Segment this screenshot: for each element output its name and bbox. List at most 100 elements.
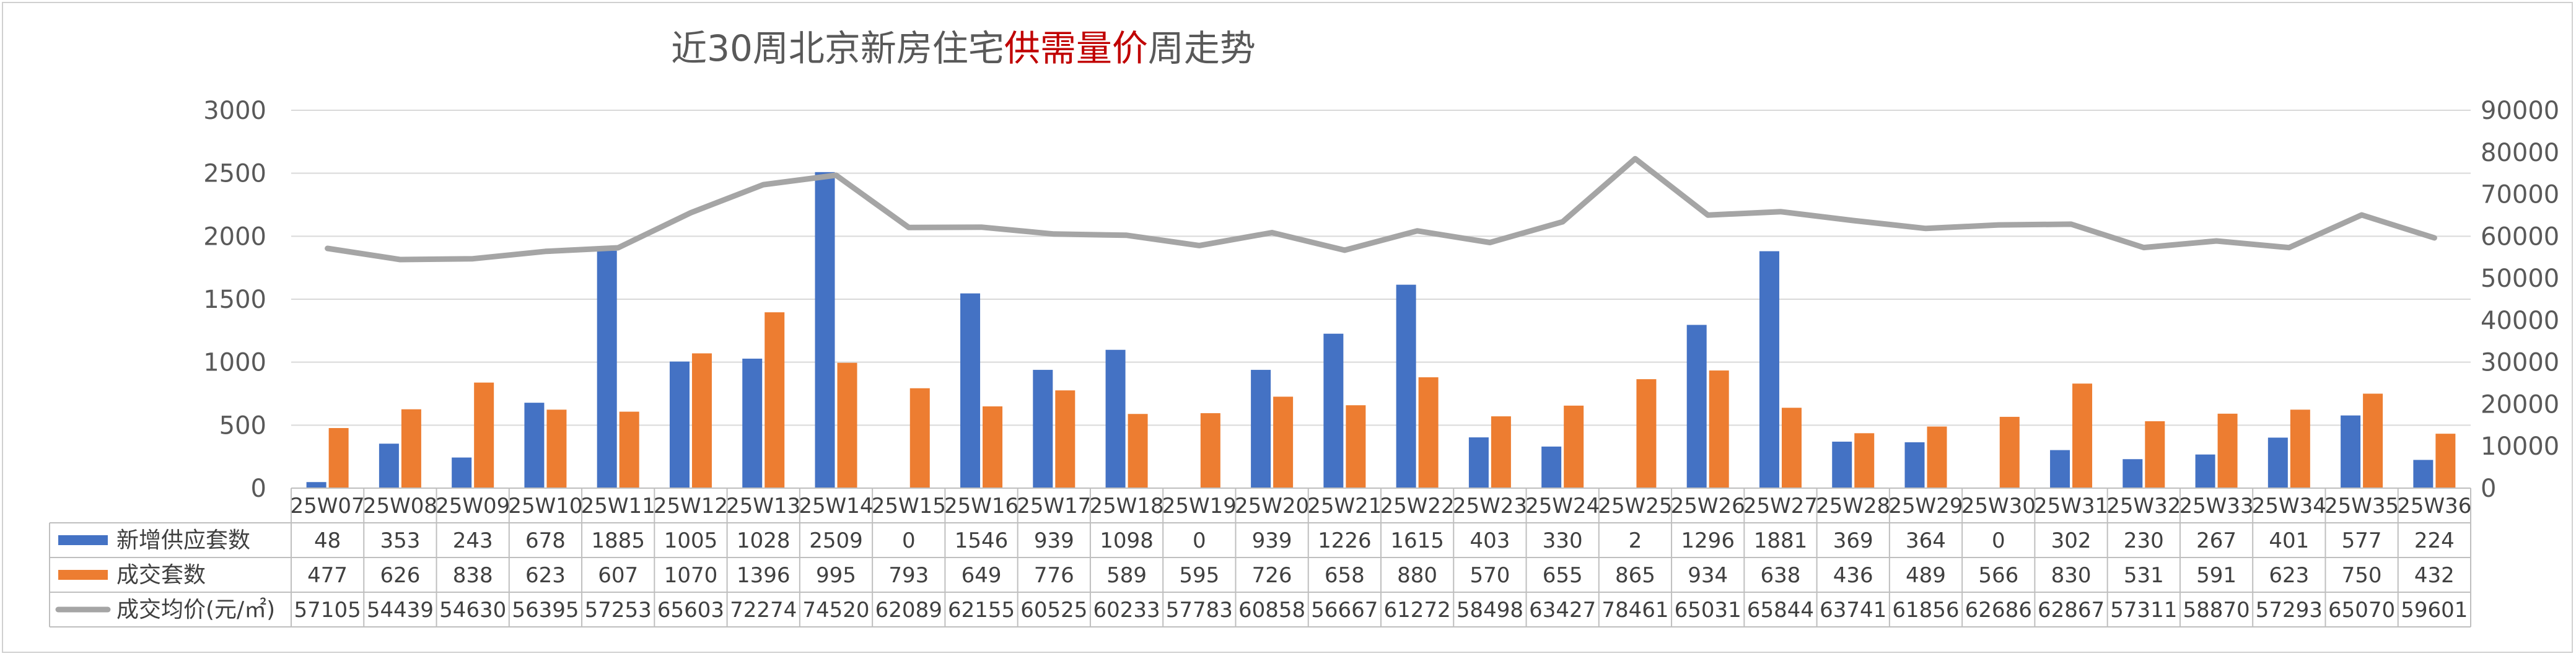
table-cell: 658 [1325,563,1365,588]
supply-bar [1468,437,1489,488]
table-cell: 0 [902,528,916,553]
table-cell: 793 [888,563,929,588]
supply-bar [1904,442,1925,488]
table-cell: 591 [2196,563,2236,588]
transaction-bar [474,382,494,488]
table-cell: 1070 [664,563,718,588]
table-cell: 57105 [294,598,361,623]
transaction-bar [837,362,857,488]
table-cell: 63427 [1529,598,1596,623]
transaction-bar [2217,413,2238,488]
transaction-bar [401,409,421,488]
table-cell: 1881 [1754,528,1808,553]
transaction-bar [1418,377,1439,488]
supply-bar [1759,251,1779,488]
category-label: 25W13 [726,494,800,518]
supply-bar [1033,370,1053,488]
category-label: 25W36 [2397,494,2471,518]
supply-bar [2123,459,2143,488]
supply-bar [379,444,399,488]
right-tick-label: 80000 [2481,139,2559,167]
chart-title-suffix: 周走势 [1148,27,1256,69]
transaction-bar [546,409,567,488]
table-cell: 369 [1833,528,1873,553]
table-cell: 638 [1761,563,1801,588]
category-label: 25W29 [1888,494,1963,518]
transaction-bar [1273,396,1294,488]
legend-label: 成交均价(元/㎡) [116,597,275,623]
right-tick-label: 70000 [2481,181,2559,209]
legend-swatch [58,535,108,545]
left-tick-label: 1000 [203,349,266,377]
table-cell: 1226 [1318,528,1372,553]
table-cell: 61272 [1384,598,1451,623]
table-cell: 56395 [512,598,579,623]
table-cell: 1885 [591,528,645,553]
transaction-bar [619,411,639,488]
table-cell: 0 [1992,528,2005,553]
table-cell: 59601 [2401,598,2468,623]
left-tick-label: 2000 [203,222,266,251]
table-cell: 934 [1688,563,1728,588]
table-cell: 726 [1252,563,1292,588]
table-cell: 60233 [1093,598,1160,623]
left-tick-label: 0 [251,475,266,503]
supply-bar [306,482,326,488]
table-cell: 63741 [1820,598,1886,623]
category-label: 25W23 [1453,494,1527,518]
table-cell: 623 [525,563,566,588]
category-label: 25W07 [291,494,365,518]
left-tick-label: 500 [219,411,266,440]
category-label: 25W32 [2106,494,2181,518]
legend-label: 成交套数 [116,562,206,588]
table-cell: 224 [2414,528,2455,553]
avg-price-line [325,155,2437,263]
category-label: 25W12 [654,494,728,518]
category-label: 25W17 [1017,494,1091,518]
table-cell: 570 [1470,563,1510,588]
right-tick-label: 20000 [2481,390,2559,419]
table-cell: 577 [2342,528,2382,553]
table-cell: 939 [1034,528,1074,553]
table-cell: 607 [598,563,638,588]
right-tick-label: 90000 [2481,97,2559,125]
table-cell: 302 [2051,528,2092,553]
table-cell: 655 [1543,563,1583,588]
supply-bar [669,361,690,488]
table-cell: 65070 [2328,598,2395,623]
supply-bar [2341,415,2361,488]
supply-bar [1105,349,1126,488]
supply-bar [2195,454,2215,488]
transaction-bar [2072,383,2093,488]
table-cell: 830 [2051,563,2092,588]
category-label: 25W10 [508,494,582,518]
transaction-bar [2435,434,2456,488]
table-cell: 1296 [1681,528,1735,553]
transaction-bar [1999,416,2020,488]
table-cell: 750 [2342,563,2382,588]
table-cell: 838 [453,563,493,588]
table-cell: 2 [1629,528,1642,553]
table-cell: 477 [307,563,348,588]
legend-swatch [58,570,108,580]
chart-title-highlight: 供需量价 [1004,27,1148,69]
category-label: 25W28 [1816,494,1890,518]
transaction-bar [2145,421,2165,488]
chart-title: 近30周北京新房住宅供需量价周走势 [671,27,1256,69]
transaction-bar [1491,416,1511,488]
supply-bar [597,250,617,488]
table-cell: 649 [962,563,1002,588]
category-label: 25W22 [1380,494,1455,518]
table-cell: 436 [1833,563,1873,588]
left-tick-label: 3000 [203,97,266,125]
table-cell: 57311 [2110,598,2177,623]
table-cell: 62155 [948,598,1015,623]
supply-bar [2413,460,2434,488]
table-cell: 60525 [1020,598,1087,623]
table-cell: 432 [2414,563,2455,588]
table-cell: 57783 [1166,598,1233,623]
right-tick-label: 10000 [2481,432,2559,461]
table-cell: 330 [1543,528,1583,553]
table-cell: 48 [314,528,341,553]
table-cell: 74520 [802,598,869,623]
